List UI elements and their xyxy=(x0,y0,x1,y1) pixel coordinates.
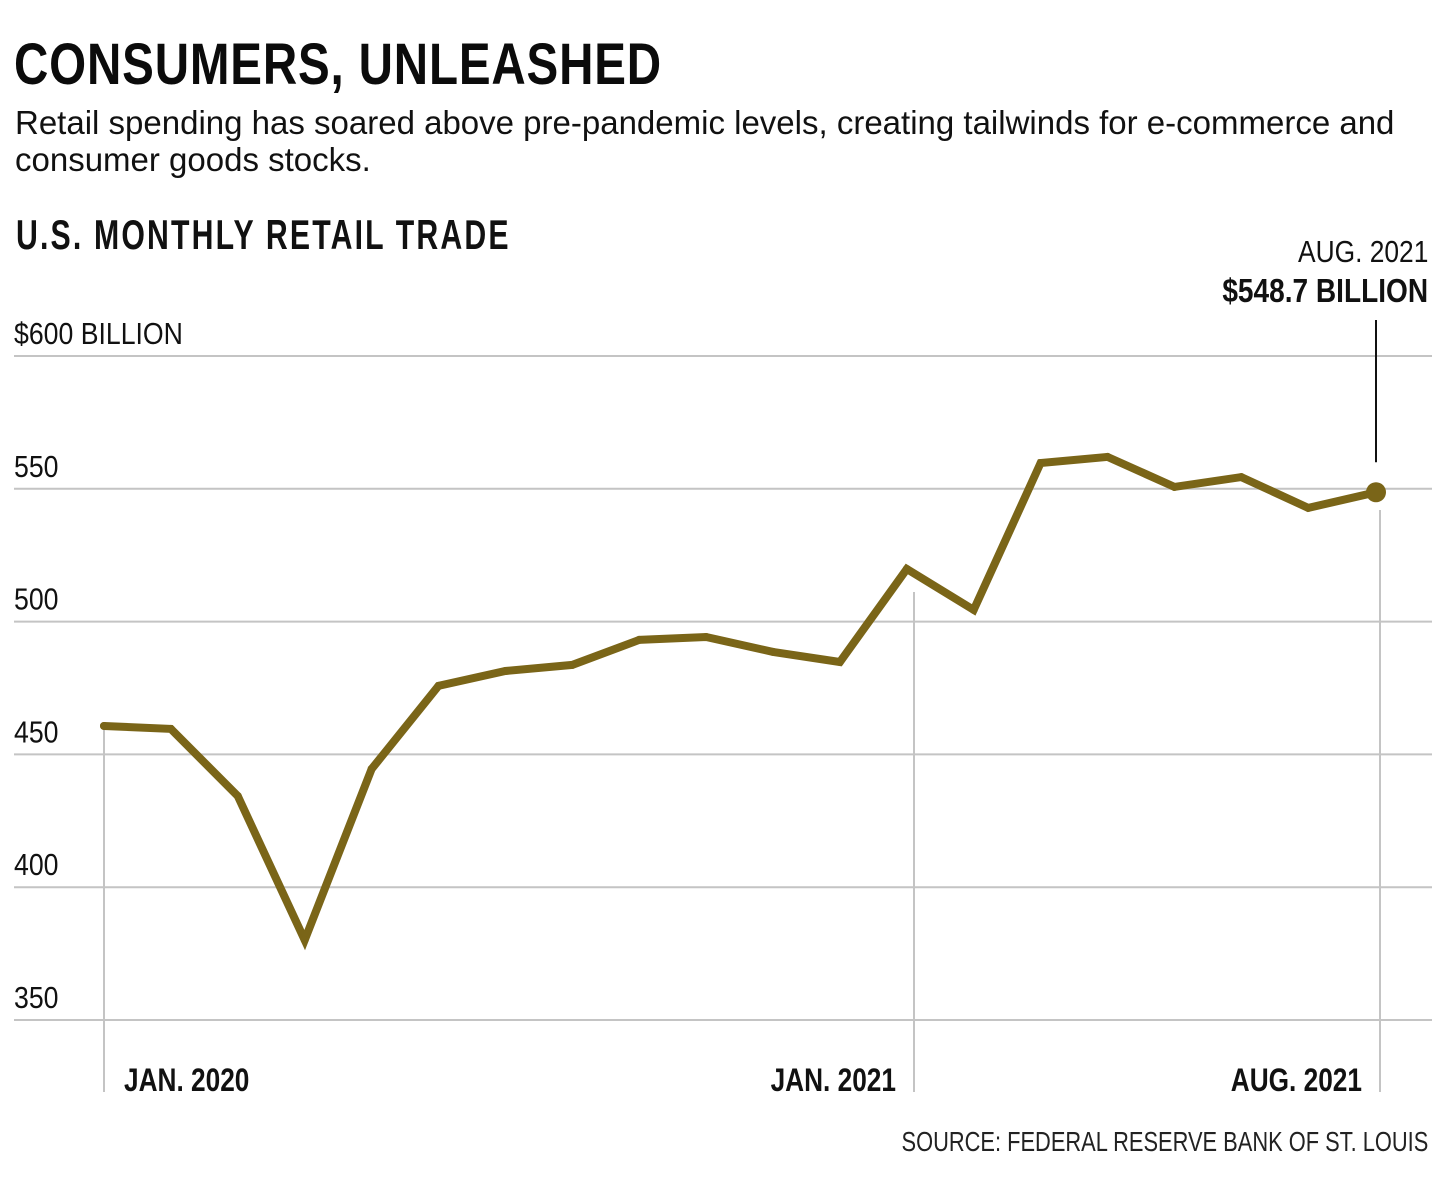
highlight-point xyxy=(1366,482,1386,503)
data-point xyxy=(969,605,978,614)
data-point xyxy=(769,647,777,656)
chart-title: U.S. MONTHLY RETAIL TRADE xyxy=(16,211,511,258)
data-point xyxy=(434,681,443,690)
y-tick-label: 350 xyxy=(14,981,58,1015)
y-tick-label: 500 xyxy=(14,583,58,617)
y-tick-label: 450 xyxy=(14,716,58,750)
annotation-date: AUG. 2021 xyxy=(1297,234,1428,269)
data-point xyxy=(100,721,108,730)
source-note: SOURCE: FEDERAL RESERVE BANK OF ST. LOUI… xyxy=(901,1126,1428,1157)
x-tick-labels: JAN. 2020 JAN. 2021 AUG. 2021 xyxy=(124,1064,1362,1099)
data-point xyxy=(835,657,844,666)
data-point xyxy=(233,792,242,801)
data-point xyxy=(300,936,309,945)
data-point xyxy=(1170,482,1179,491)
x-tick-label: JAN. 2021 xyxy=(771,1064,896,1099)
annotation-value: $548.7 BILLION xyxy=(1222,272,1428,309)
x-tick-label: JAN. 2020 xyxy=(124,1064,249,1099)
series-line xyxy=(100,452,1380,951)
y-tick-label: $600 BILLION xyxy=(14,317,183,351)
y-tick-label: 550 xyxy=(14,450,58,484)
data-point xyxy=(367,765,376,774)
data-point xyxy=(702,633,711,642)
data-point xyxy=(902,565,911,574)
series-group xyxy=(100,452,1386,951)
data-point xyxy=(1304,503,1313,512)
data-point xyxy=(635,635,644,644)
y-tick-label: 400 xyxy=(14,848,58,882)
data-point xyxy=(1036,459,1045,468)
y-tick-labels: $600 BILLION 550 500 450 400 350 xyxy=(14,317,183,1015)
x-tick-label: AUG. 2021 xyxy=(1231,1064,1362,1099)
data-point xyxy=(166,724,175,733)
gridlines xyxy=(14,355,1432,1021)
headline: CONSUMERS, UNLEASHED xyxy=(14,32,662,97)
x-tick-lines xyxy=(103,510,1381,1092)
data-point xyxy=(501,667,510,676)
subtitle: Retail spending has soared above pre-pan… xyxy=(15,104,1395,178)
data-point xyxy=(1103,452,1112,461)
data-point xyxy=(1237,473,1246,482)
data-point xyxy=(568,660,577,669)
